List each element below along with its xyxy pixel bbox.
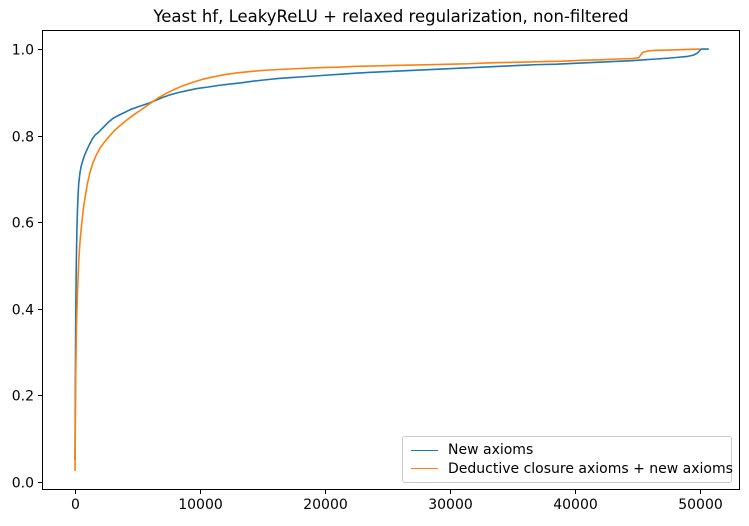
- y-tick-label: 0.0: [12, 476, 34, 492]
- x-tick-label: 0: [71, 497, 80, 513]
- x-tick-label: 30000: [428, 497, 473, 513]
- legend-label: Deductive closure axioms + new axioms: [448, 460, 733, 477]
- y-tick-label: 0.6: [12, 216, 34, 232]
- y-tick-label: 0.2: [12, 389, 34, 405]
- legend-label: New axioms: [448, 442, 534, 459]
- x-tick-label: 40000: [553, 497, 598, 513]
- chart-title: Yeast hf, LeakyReLU + relaxed regulariza…: [153, 7, 629, 26]
- legend-item-deductive-closure-axioms-new-axioms: Deductive closure axioms + new axioms: [411, 462, 733, 476]
- series-line-deductive-closure-axioms-new-axioms: [74, 48, 701, 471]
- legend-line-sample: [411, 449, 438, 451]
- y-tick-label: 0.8: [12, 130, 34, 146]
- legend: New axioms Deductive closure axioms + new…: [402, 436, 733, 483]
- x-tick-label: 10000: [178, 497, 223, 513]
- y-tick-label: 0.4: [12, 303, 34, 319]
- axes-spines: [42, 30, 740, 490]
- series-line-new-axioms: [74, 48, 709, 461]
- x-tick-label: 20000: [303, 497, 348, 513]
- y-tick-label: 1.0: [12, 43, 34, 59]
- legend-line-sample: [411, 468, 438, 470]
- legend-item-new-axioms: New axioms: [411, 443, 723, 457]
- x-tick-label: 50000: [678, 497, 723, 513]
